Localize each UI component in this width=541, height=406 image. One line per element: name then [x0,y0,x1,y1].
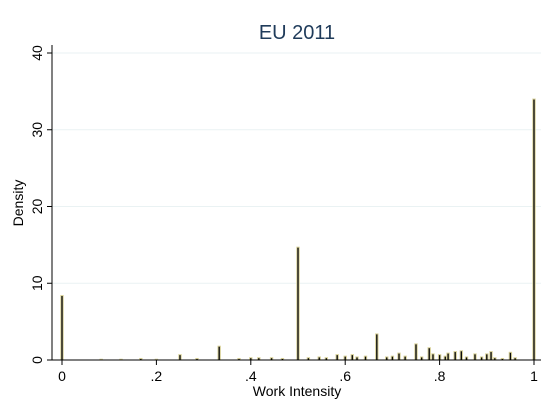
histogram-bar [60,295,64,361]
histogram-bar [489,351,493,361]
chart-title: EU 2011 [259,22,335,44]
y-tick-label: 20 [29,199,45,215]
histogram-bar [508,351,513,361]
x-tick-label: .4 [245,368,257,384]
histogram-bar [414,343,418,361]
histogram-bar [459,350,463,361]
histogram-bar [217,345,221,361]
x-tick-label: .6 [339,368,351,384]
tick-marks-and-labels: 0 10 20 30 40 0 .2 .4 .6 .8 1 [29,45,538,384]
x-axis-title: Work Intensity [253,383,341,399]
histogram-bar [532,98,536,361]
histogram-bar [363,355,368,361]
y-tick-label: 10 [29,275,45,291]
y-axis-title: Density [10,180,26,227]
histogram-bar [403,355,407,361]
histogram-bar [473,353,477,361]
histogram-bar [431,353,435,361]
y-tick-label: 40 [29,45,45,61]
histogram-bar [437,354,442,361]
histogram-bar [453,351,457,361]
y-tick-label: 0 [29,356,45,364]
histogram-bar [443,355,447,361]
histogram-bar [375,333,379,361]
histogram-bar [335,354,339,361]
x-tick-label: .8 [434,368,446,384]
histogram-bar [296,246,300,361]
y-tick-label: 30 [29,122,45,138]
axes [51,45,541,361]
histogram-bar [397,352,401,361]
histogram-bar [343,355,347,361]
histogram-bar [485,353,489,361]
histogram-bar [390,355,395,361]
x-tick-label: 1 [530,368,538,384]
histogram-bar [350,354,354,361]
x-tick-label: .2 [151,368,163,384]
histogram-bar [178,354,182,361]
histogram-bars [60,98,536,361]
histogram-bar [427,347,431,361]
x-tick-label: 0 [58,368,66,384]
histogram-bar [446,352,450,361]
